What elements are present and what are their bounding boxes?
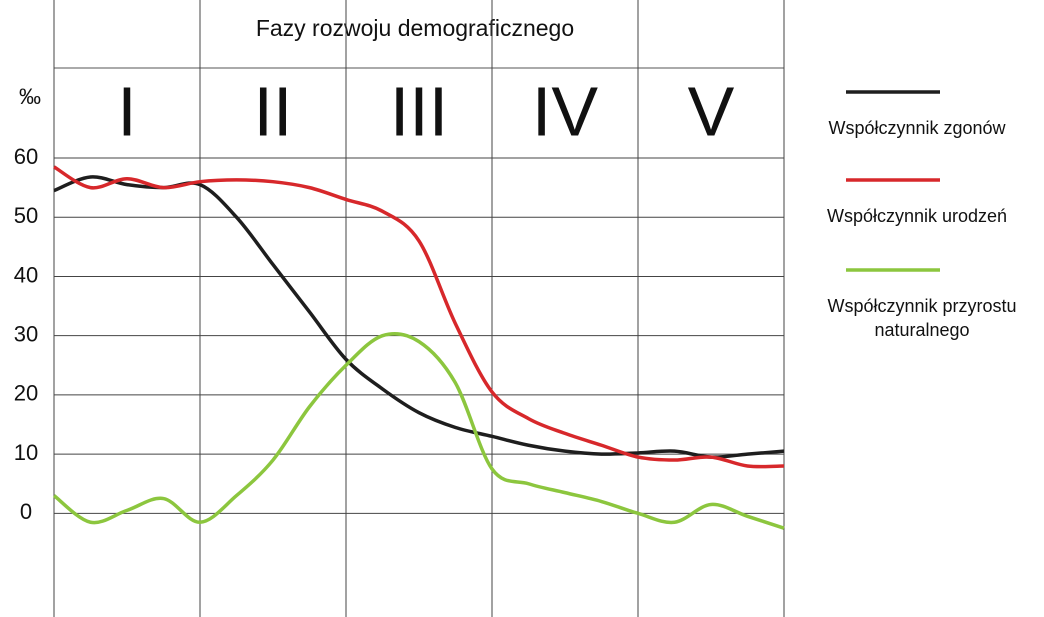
phase-label: I [117, 72, 136, 150]
legend-label: Współczynnik zgonów [828, 118, 1006, 138]
y-tick-label: 10 [14, 440, 38, 465]
phase-label: V [688, 72, 735, 150]
y-tick-label: 50 [14, 203, 38, 228]
phase-label: IV [532, 72, 598, 150]
legend-label: Współczynnik urodzeń [826, 206, 1008, 226]
y-axis-label: ‰ [19, 84, 41, 109]
y-tick-label: 60 [14, 144, 38, 169]
phase-label: II [254, 72, 293, 150]
y-tick-label: 40 [14, 262, 38, 287]
phase-label: III [390, 72, 448, 150]
y-tick-label: 30 [14, 321, 38, 346]
series-line [53, 165, 785, 469]
y-tick-label: 0 [20, 499, 32, 524]
series-line [52, 331, 785, 530]
legend-label: Współczynnik przyrostu naturalnego [827, 296, 1017, 340]
series-line [53, 175, 785, 459]
y-tick-label: 20 [14, 381, 38, 406]
chart-title: Fazy rozwoju demograficznego [256, 15, 574, 41]
